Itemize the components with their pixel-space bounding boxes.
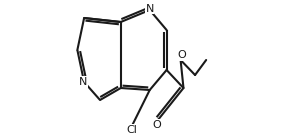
Text: N: N bbox=[145, 4, 154, 14]
Text: O: O bbox=[152, 120, 161, 130]
Text: O: O bbox=[177, 50, 186, 60]
Text: N: N bbox=[79, 77, 88, 87]
Text: Cl: Cl bbox=[126, 125, 137, 135]
